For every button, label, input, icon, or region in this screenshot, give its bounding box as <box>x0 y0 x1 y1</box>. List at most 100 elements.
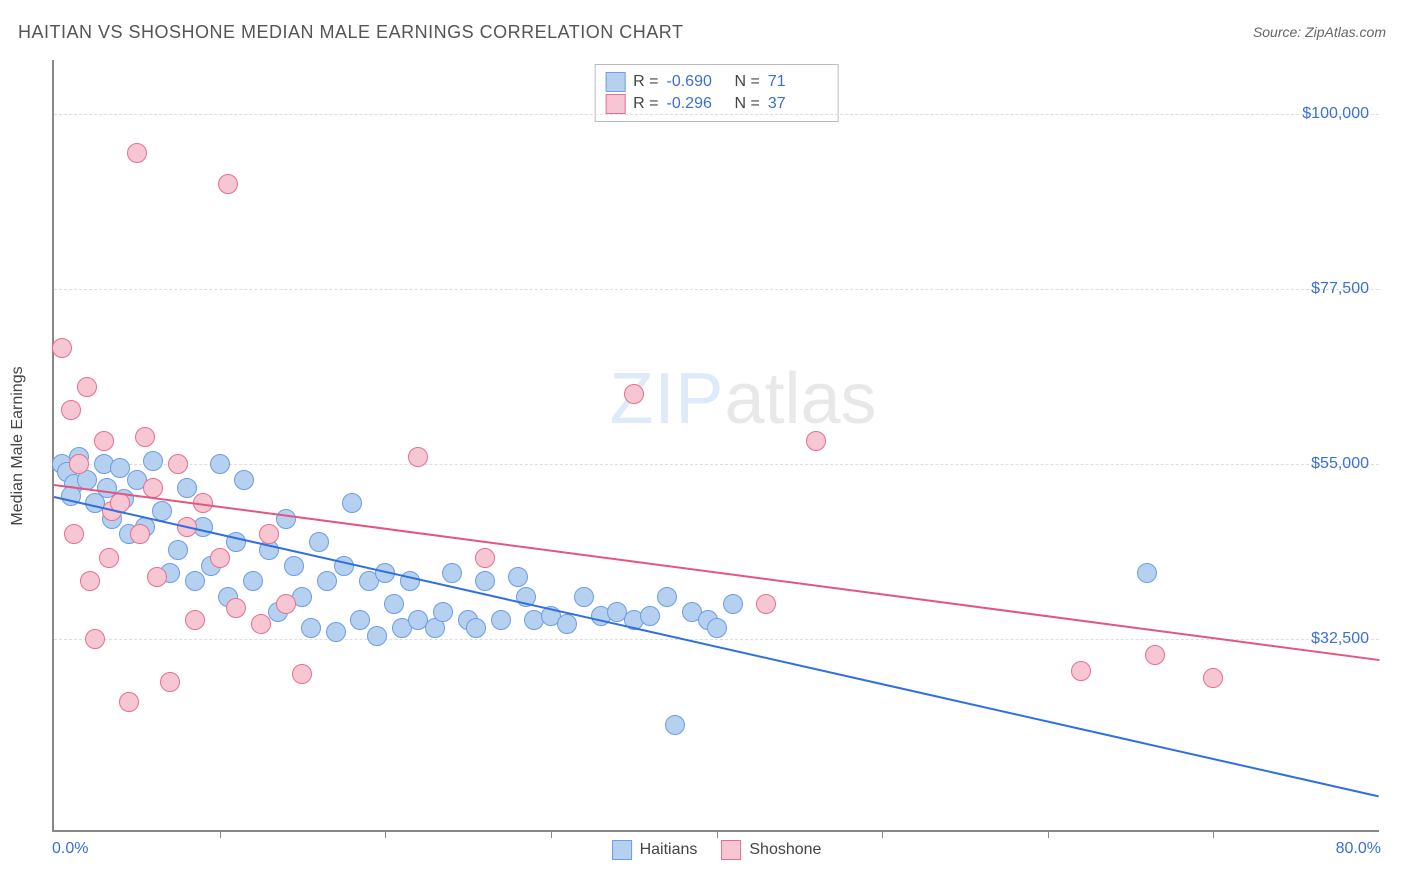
n-value-shoshone: 37 <box>768 93 828 115</box>
gridline <box>54 639 1379 640</box>
swatch-haitians <box>605 72 625 92</box>
x-tick <box>1048 830 1049 838</box>
data-point <box>624 384 644 404</box>
gridline <box>54 114 1379 115</box>
data-point <box>574 587 594 607</box>
data-point <box>657 587 677 607</box>
source-attribution: Source: ZipAtlas.com <box>1253 24 1386 40</box>
legend: Haitians Shoshone <box>612 840 822 860</box>
x-tick <box>551 830 552 838</box>
data-point <box>350 610 370 630</box>
n-value-haitians: 71 <box>768 71 828 93</box>
data-point <box>557 614 577 634</box>
data-point <box>317 571 337 591</box>
data-point <box>259 524 279 544</box>
swatch-shoshone <box>605 94 625 114</box>
gridline <box>54 289 1379 290</box>
legend-label-shoshone: Shoshone <box>749 841 821 859</box>
data-point <box>77 377 97 397</box>
data-point <box>185 571 205 591</box>
data-point <box>723 594 743 614</box>
watermark: ZIPatlas <box>609 358 876 440</box>
data-point <box>806 431 826 451</box>
r-value-haitians: -0.690 <box>667 71 727 93</box>
r-value-shoshone: -0.296 <box>667 93 727 115</box>
legend-swatch-haitians <box>612 840 632 860</box>
data-point <box>168 540 188 560</box>
x-tick <box>1213 830 1214 838</box>
legend-swatch-shoshone <box>721 840 741 860</box>
data-point <box>326 622 346 642</box>
y-tick-label: $55,000 <box>1311 455 1369 473</box>
data-point <box>491 610 511 630</box>
data-point <box>475 548 495 568</box>
data-point <box>168 454 188 474</box>
data-point <box>433 602 453 622</box>
data-point <box>665 715 685 735</box>
data-point <box>94 431 114 451</box>
data-point <box>284 556 304 576</box>
data-point <box>85 629 105 649</box>
data-point <box>334 556 354 576</box>
data-point <box>309 532 329 552</box>
scatter-plot-area: ZIPatlas R = -0.690 N = 71 R = -0.296 N … <box>52 60 1379 832</box>
data-point <box>210 548 230 568</box>
data-point <box>640 606 660 626</box>
n-label: N = <box>735 93 760 115</box>
x-tick <box>882 830 883 838</box>
data-point <box>99 548 119 568</box>
chart-title: HAITIAN VS SHOSHONE MEDIAN MALE EARNINGS… <box>18 22 683 43</box>
data-point <box>226 598 246 618</box>
r-label: R = <box>633 93 658 115</box>
data-point <box>1071 661 1091 681</box>
trend-line <box>54 496 1379 797</box>
data-point <box>508 567 528 587</box>
data-point <box>64 524 84 544</box>
x-axis-max-label: 80.0% <box>1336 840 1381 858</box>
legend-item-haitians: Haitians <box>612 840 698 860</box>
data-point <box>234 470 254 490</box>
correlation-stats-box: R = -0.690 N = 71 R = -0.296 N = 37 <box>594 64 839 122</box>
watermark-part2: atlas <box>724 359 876 439</box>
legend-label-haitians: Haitians <box>640 841 698 859</box>
data-point <box>442 563 462 583</box>
data-point <box>342 493 362 513</box>
data-point <box>127 143 147 163</box>
data-point <box>185 610 205 630</box>
data-point <box>210 454 230 474</box>
data-point <box>367 626 387 646</box>
data-point <box>466 618 486 638</box>
x-tick <box>385 830 386 838</box>
data-point <box>61 400 81 420</box>
data-point <box>384 594 404 614</box>
n-label: N = <box>735 71 760 93</box>
data-point <box>135 427 155 447</box>
data-point <box>69 454 89 474</box>
data-point <box>251 614 271 634</box>
data-point <box>143 451 163 471</box>
data-point <box>1145 645 1165 665</box>
data-point <box>143 478 163 498</box>
legend-item-shoshone: Shoshone <box>721 840 821 860</box>
x-tick <box>717 830 718 838</box>
y-tick-label: $32,500 <box>1311 630 1369 648</box>
data-point <box>147 567 167 587</box>
data-point <box>52 338 72 358</box>
stats-row-shoshone: R = -0.296 N = 37 <box>605 93 828 115</box>
source-label: Source: <box>1253 24 1305 40</box>
data-point <box>130 524 150 544</box>
gridline <box>54 464 1379 465</box>
data-point <box>276 594 296 614</box>
data-point <box>1203 668 1223 688</box>
data-point <box>475 571 495 591</box>
data-point <box>119 692 139 712</box>
y-tick-label: $77,500 <box>1311 280 1369 298</box>
data-point <box>160 672 180 692</box>
data-point <box>292 664 312 684</box>
y-axis-title: Median Male Earnings <box>9 366 27 525</box>
x-tick <box>220 830 221 838</box>
data-point <box>1137 563 1157 583</box>
data-point <box>408 447 428 467</box>
data-point <box>707 618 727 638</box>
x-axis-min-label: 0.0% <box>52 840 88 858</box>
